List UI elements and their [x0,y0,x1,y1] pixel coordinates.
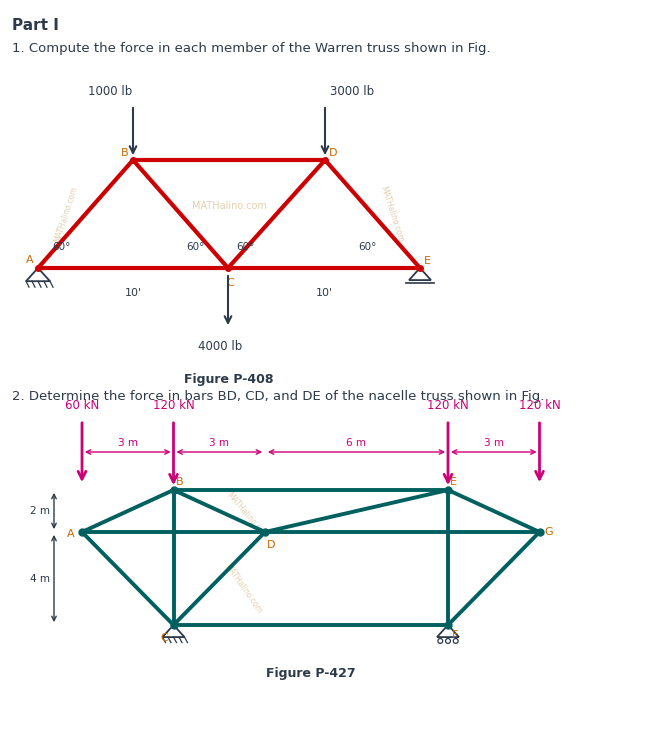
Text: E: E [450,477,457,487]
Text: 4 m: 4 m [30,574,50,583]
Text: 3 m: 3 m [209,438,229,448]
Text: MATHalino.com: MATHalino.com [192,201,267,211]
Text: 2 m: 2 m [30,506,50,516]
Text: B: B [176,477,183,487]
Text: D: D [329,148,338,158]
Text: Part I: Part I [12,18,59,33]
Text: 60°: 60° [236,242,255,252]
Text: E: E [424,256,431,266]
Text: G: G [545,527,553,537]
Text: A: A [27,255,34,265]
Text: Figure P-427: Figure P-427 [266,667,356,680]
Text: 60°: 60° [358,242,376,252]
Text: 4000 lb: 4000 lb [198,340,242,353]
Text: 120 kN: 120 kN [153,399,194,412]
Text: 6 m: 6 m [346,438,366,448]
Text: 60°: 60° [52,242,70,252]
Text: 3 m: 3 m [483,438,504,448]
Text: F: F [452,630,458,640]
Text: 10': 10' [124,288,142,298]
Text: 60°: 60° [186,242,204,252]
Text: C: C [161,633,168,643]
Text: 10': 10' [315,288,332,298]
Text: MATHalino.com: MATHalino.com [53,185,79,243]
Text: 1000 lb: 1000 lb [88,85,132,98]
Text: A: A [67,529,75,539]
Text: 2. Determine the force in bars BD, CD, and DE of the nacelle truss shown in Fig.: 2. Determine the force in bars BD, CD, a… [12,390,545,403]
Text: D: D [267,540,275,550]
Text: 1. Compute the force in each member of the Warren truss shown in Fig.: 1. Compute the force in each member of t… [12,42,491,55]
Text: MATHalino.com: MATHalino.com [225,491,269,542]
Text: 120 kN: 120 kN [519,399,561,412]
Text: MATHalino.com: MATHalino.com [378,185,406,243]
Text: Figure P-408: Figure P-408 [184,373,274,386]
Text: 3000 lb: 3000 lb [330,85,374,98]
Text: 120 kN: 120 kN [427,399,469,412]
Text: MATHalino.com: MATHalino.com [223,562,263,615]
Text: 3 m: 3 m [118,438,138,448]
Text: 60 kN: 60 kN [65,399,99,412]
Text: C: C [226,278,234,288]
Text: B: B [120,148,128,158]
